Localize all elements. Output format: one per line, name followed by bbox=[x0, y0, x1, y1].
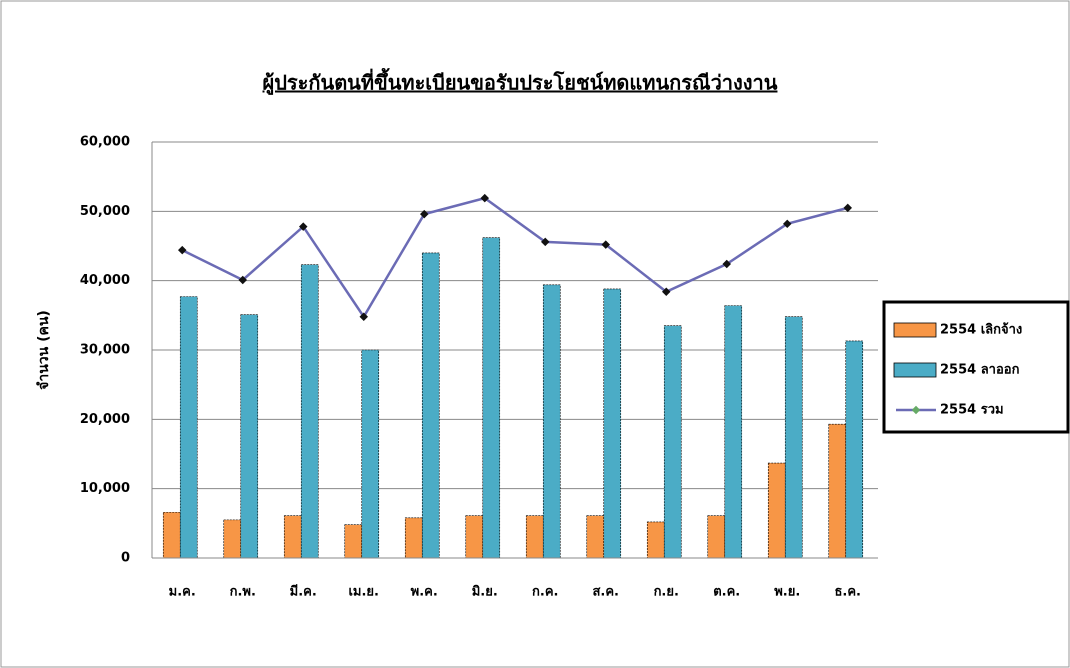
x-tick-label: พ.ค. bbox=[411, 585, 438, 600]
x-tick-label: ม.ค. bbox=[169, 585, 196, 600]
y-tick-label: 50,000 bbox=[80, 204, 130, 219]
bar bbox=[483, 238, 500, 558]
bar bbox=[405, 518, 422, 558]
y-tick-label: 20,000 bbox=[80, 412, 130, 427]
bar bbox=[768, 463, 785, 558]
x-tick-label: ต.ค. bbox=[713, 585, 740, 600]
x-tick-label: เม.ย. bbox=[348, 585, 379, 600]
legend-swatch bbox=[894, 323, 936, 337]
bar bbox=[664, 326, 681, 558]
legend-label: 2554 ลาออก bbox=[940, 363, 1020, 378]
legend-label: 2554 เลิกจ้าง bbox=[940, 322, 1022, 338]
bar bbox=[224, 520, 241, 558]
bar bbox=[241, 315, 258, 558]
x-tick-label: ธ.ค. bbox=[834, 585, 861, 600]
y-tick-label: 10,000 bbox=[80, 481, 130, 496]
bar bbox=[604, 289, 621, 558]
bar bbox=[708, 516, 725, 558]
bar bbox=[301, 265, 318, 558]
y-tick-label: 0 bbox=[121, 551, 130, 566]
bar bbox=[284, 516, 301, 558]
bar bbox=[647, 522, 664, 558]
chart: ผู้ประกันตนที่ขึ้นทะเบียนขอรับประโยชน์ทด… bbox=[0, 0, 1070, 668]
bar bbox=[785, 317, 802, 558]
x-tick-label: พ.ย. bbox=[774, 585, 800, 600]
x-tick-label: มิ.ย. bbox=[472, 585, 498, 600]
chart-title: ผู้ประกันตนที่ขึ้นทะเบียนขอรับประโยชน์ทด… bbox=[263, 68, 778, 97]
x-tick-label: ก.พ. bbox=[230, 585, 256, 600]
legend-label: 2554 รวม bbox=[940, 403, 1004, 418]
y-tick-label: 40,000 bbox=[80, 273, 130, 288]
y-axis-label: จำนวน (คน) bbox=[36, 310, 52, 390]
y-tick-label: 60,000 bbox=[80, 135, 130, 150]
legend-swatch bbox=[894, 363, 936, 377]
bar bbox=[526, 516, 543, 558]
bar bbox=[829, 424, 846, 558]
bar bbox=[180, 297, 197, 558]
bar bbox=[345, 525, 362, 558]
bar bbox=[587, 516, 604, 558]
bar bbox=[725, 306, 742, 558]
x-tick-label: มี.ค. bbox=[290, 584, 317, 600]
bar bbox=[422, 253, 439, 558]
x-tick-label: ส.ค. bbox=[592, 585, 619, 600]
x-tick-label: ก.ย. bbox=[654, 585, 679, 600]
bar bbox=[846, 341, 863, 558]
bar bbox=[163, 512, 180, 558]
bar bbox=[466, 516, 483, 558]
y-tick-label: 30,000 bbox=[80, 343, 130, 358]
bar bbox=[362, 350, 379, 558]
bar bbox=[543, 285, 560, 558]
x-tick-label: ก.ค. bbox=[532, 585, 558, 600]
